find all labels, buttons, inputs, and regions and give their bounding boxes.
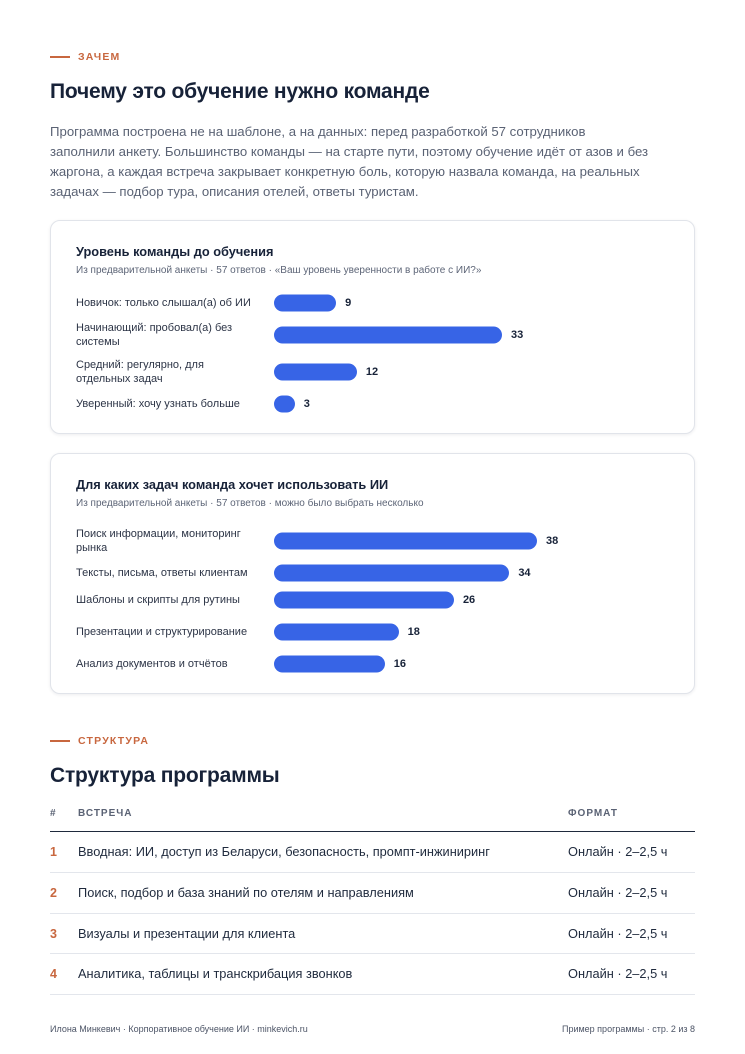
bar-label: Средний: регулярно, для отдельных задач: [76, 359, 204, 385]
bar-label: Презентации и структурирование: [76, 626, 248, 638]
bar-row: Уверенный: хочу узнать больше 3: [76, 389, 676, 419]
bar-row: Презентации и структурирование 18: [76, 617, 676, 647]
bar-label: Начинающий: пробовал(а) без системы: [76, 322, 233, 348]
row-topic: Вводная: ИИ, доступ из Беларуси, безопас…: [78, 844, 490, 859]
bar-label: Тексты, письма, ответы клиентам: [76, 567, 248, 579]
bar: [274, 326, 502, 344]
table-row: 2 Поиск, подбор и база знаний по отелям и…: [50, 873, 695, 914]
eyebrow-rule: [50, 740, 70, 742]
row-number: 3: [50, 926, 57, 941]
bar: [274, 591, 454, 609]
footer: Илона Минкевич · Корпоративное обучение …: [50, 1024, 695, 1034]
section-title-structure: Структура программы: [50, 764, 280, 787]
bar-row: Начинающий: пробовал(а) без системы 33: [76, 320, 676, 350]
section-eyebrow-why: ЗАЧЕМ: [50, 51, 121, 63]
bar-row: Шаблоны и скрипты для рутины 26: [76, 585, 676, 615]
bar-label: Новичок: только слышал(а) об ИИ: [76, 297, 251, 309]
table-body: 1 Вводная: ИИ, доступ из Беларуси, безопа…: [50, 832, 695, 995]
program-table: # ВСТРЕЧА ФОРМАТ 1 Вводная: ИИ, доступ из…: [50, 800, 695, 995]
chart-title: Уровень команды до обучения: [76, 244, 274, 259]
bar: [274, 623, 399, 641]
chart-card-team-level: Уровень команды до обучения Из предварит…: [50, 220, 695, 434]
table-row: 1 Вводная: ИИ, доступ из Беларуси, безопа…: [50, 832, 695, 873]
table-row: 3 Визуалы и презентации для клиента Онлайн…: [50, 914, 695, 955]
bar-value-label: 38: [546, 535, 559, 547]
row-format: Онлайн · 2–2,5 ч: [568, 844, 668, 859]
row-number: 4: [50, 967, 57, 982]
footer-right: Пример программы · стр. 2 из 8: [561, 1024, 695, 1034]
row-format: Онлайн · 2–2,5 ч: [568, 884, 668, 900]
eyebrow-label: СТРУКТУРА: [78, 735, 150, 747]
bar-label: Поиск информации, мониторинг рынка: [76, 528, 241, 554]
bar-value-label: 33: [511, 329, 524, 341]
row-format: Онлайн · 2–2,5 ч: [568, 925, 668, 941]
section-eyebrow-structure: СТРУКТУРА: [50, 735, 149, 747]
row-format: Онлайн · 2–2,5 ч: [568, 966, 668, 982]
footer-left: Илона Минкевич · Корпоративное обучение …: [50, 1024, 308, 1034]
bar-row: Средний: регулярно, для отдельных задач 1…: [76, 357, 676, 387]
bar-value-label: 12: [365, 366, 379, 378]
header-num: #: [50, 808, 57, 819]
bar-value-label: 26: [462, 594, 476, 606]
header-topic: ВСТРЕЧА: [78, 808, 133, 819]
bar-row: Тексты, письма, ответы клиентам 34: [76, 558, 676, 588]
bar-value-label: 34: [518, 567, 531, 579]
chart-subtitle: Из предварительной анкеты · 57 ответов ·…: [76, 265, 482, 276]
row-number: 1: [50, 845, 57, 859]
section-title-why: Почему это обучение нужно команде: [50, 80, 430, 103]
bar: [274, 532, 537, 550]
bar-value-label: 3: [303, 398, 310, 410]
bar-label: Уверенный: хочу узнать больше: [76, 398, 240, 410]
bar-label: Шаблоны и скрипты для рутины: [76, 594, 240, 606]
bar-row: Новичок: только слышал(а) об ИИ 9: [76, 288, 676, 318]
bar-value-label: 16: [393, 658, 406, 670]
bar: [274, 564, 510, 582]
intro-paragraph: Программа построена не на шаблоне, а на …: [50, 124, 649, 199]
bar: [274, 363, 357, 381]
bar-value-label: 9: [345, 297, 352, 309]
bar: [274, 294, 337, 312]
row-topic: Аналитика, таблицы и транскрибация звонк…: [78, 966, 353, 982]
chart-card-ai-tasks: Для каких задач команда хочет использова…: [50, 453, 695, 694]
bar-row: Поиск информации, мониторинг рынка 38: [76, 526, 676, 556]
bar-label: Анализ документов и отчётов: [76, 658, 228, 670]
chart-title: Для каких задач команда хочет использова…: [76, 477, 389, 492]
table-row: 4 Аналитика, таблицы и транскрибация звон…: [50, 954, 695, 995]
row-topic: Визуалы и презентации для клиента: [78, 925, 296, 941]
row-topic: Поиск, подбор и база знаний по отелям и …: [78, 884, 414, 900]
bar-value-label: 18: [407, 626, 420, 638]
eyebrow-rule: [50, 56, 70, 58]
row-number: 2: [50, 885, 57, 900]
bar-row: Анализ документов и отчётов 16: [76, 649, 676, 679]
eyebrow-label: ЗАЧЕМ: [78, 51, 121, 63]
table-header: # ВСТРЕЧА ФОРМАТ: [50, 800, 695, 832]
chart-subtitle: Из предварительной анкеты · 57 ответов ·…: [76, 498, 424, 509]
bar: [274, 395, 295, 413]
bar: [274, 655, 385, 673]
header-format: ФОРМАТ: [568, 808, 619, 819]
